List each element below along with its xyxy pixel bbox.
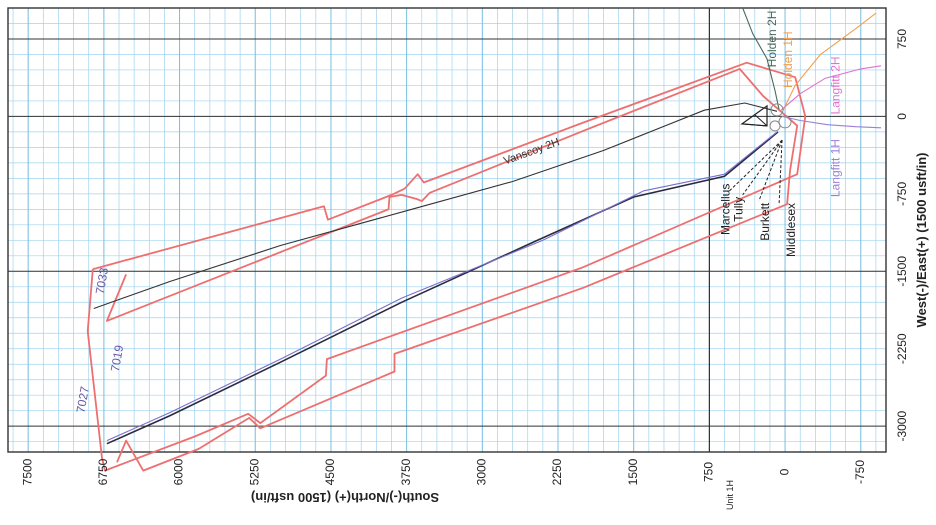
x-tick-label: -750 [853,460,867,484]
x-tick-label: 3000 [474,458,488,485]
well-path-holden-1h [782,12,877,111]
annotation-7027: 7027 [74,385,92,414]
well-path-offset [106,131,778,442]
well-pad [740,103,792,132]
formation-dash-line [742,139,783,196]
y-tick-label: -750 [895,182,909,206]
x-tick-labels: 7500 6750 6000 5250 4500 3750 3000 2250 1500 750 0… [20,458,867,485]
setback-line [86,61,807,472]
formation-dash-line [729,139,783,192]
grid-major [7,7,887,453]
well-path-langfitt-1h [781,115,882,129]
x-tick-label: 0 [777,468,791,475]
formation-markers [729,139,783,206]
plot-frame [7,7,887,453]
derrick-brace [754,114,768,127]
annotation-marcellus: Marcellus [719,184,733,235]
pad-circle-icon [778,115,792,129]
derrick-brace [741,123,768,127]
y-axis-title: West(-)/East(+) (1500 usft/in) [914,153,929,328]
pad-circle-icon [770,103,784,117]
y-tick-label: 0 [895,113,909,120]
annotation-burkett: Burkett [758,202,772,241]
setback-line [106,68,799,472]
pad-circle-icon [769,120,781,132]
y-tick-labels: 750 0 -750 -1500 -2250 -3000 [895,29,909,442]
y-tick-label: -3000 [895,411,909,442]
x-tick-label: 6750 [96,458,110,485]
well-path-langfitt-2h [780,65,882,111]
x-tick-label: 4500 [323,458,337,485]
x-axis-title: South(-)/North(+) (1500 usft/in) [251,490,439,505]
x-tick-label: 3750 [399,458,413,485]
x-tick-label: 7500 [20,458,34,485]
annotation-7033: 7033 [93,266,111,295]
pad-label: Unit 1H [725,480,735,510]
setback-boundaries [86,61,807,472]
annotation-middlesex: Middlesex [784,203,798,257]
x-tick-label: 2250 [550,458,564,485]
annotation-langfitt-1h: Langfitt 1H [829,139,843,197]
annotation-7019: 7019 [108,344,126,373]
annotation-langfitt-2h: Langfitt 2H [829,56,843,114]
formation-dash-line [758,139,783,202]
well-path-vanscoy-2h [93,102,778,310]
x-tick-label: 5250 [247,458,261,485]
y-tick-label: -2250 [895,333,909,364]
annotation-holden-1h: Holden 1H [781,31,795,88]
well-paths [93,7,882,445]
annotation-holden-2h: Holden 2H [765,11,779,68]
grid-minor [8,7,886,452]
well-path-unit-1h [106,131,779,445]
x-tick-label: 750 [702,462,716,482]
y-tick-label: -1500 [895,256,909,287]
well-path-holden-2h [742,7,780,110]
formation-dash-line [778,140,783,206]
x-tick-label: 1500 [626,458,640,485]
y-tick-label: 750 [895,29,909,49]
x-tick-label: 6000 [172,458,186,485]
annotation-tully: Tully [732,197,746,222]
